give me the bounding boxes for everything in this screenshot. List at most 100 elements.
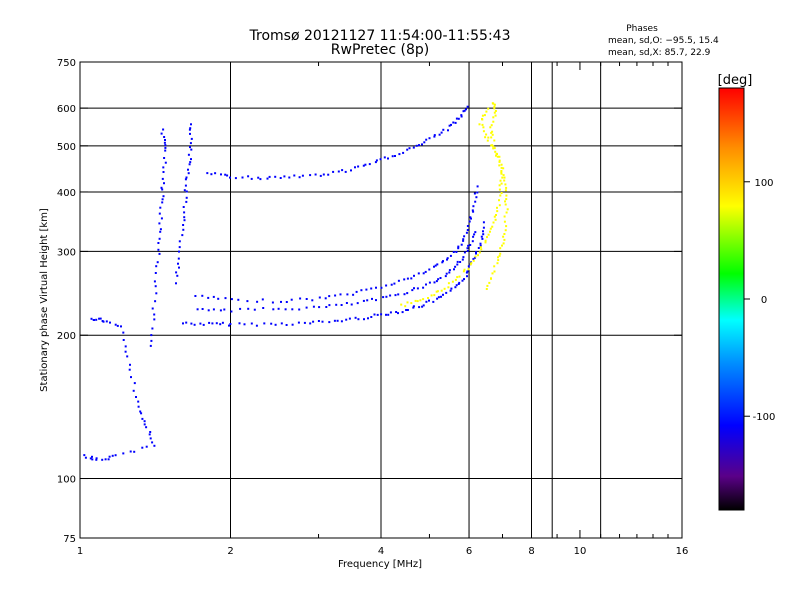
data-point [448, 269, 451, 272]
data-point [143, 420, 146, 423]
data-point [403, 293, 406, 296]
data-point [325, 306, 328, 308]
data-point [95, 318, 98, 321]
data-point [380, 286, 383, 289]
data-point [220, 173, 222, 176]
data-point [318, 296, 321, 299]
data-point [193, 323, 196, 326]
data-point [350, 303, 353, 306]
data-point [493, 265, 496, 268]
data-point [483, 114, 486, 117]
data-point [126, 355, 129, 358]
data-point [495, 214, 497, 216]
data-point [366, 299, 369, 302]
data-point [178, 246, 181, 249]
data-point [301, 174, 304, 177]
data-point [472, 258, 475, 261]
y-tick-label: 600 [57, 104, 76, 115]
data-point [501, 244, 503, 247]
data-point [475, 196, 478, 199]
data-point [102, 320, 105, 323]
data-point [412, 305, 415, 308]
data-point [467, 244, 470, 247]
data-point [454, 278, 457, 281]
data-point [446, 257, 449, 260]
data-point [460, 243, 463, 246]
data-point [493, 111, 496, 114]
data-point [108, 455, 111, 458]
data-point [324, 297, 327, 300]
data-point [182, 322, 184, 325]
data-point [212, 295, 215, 298]
data-point [288, 176, 291, 179]
data-point [385, 284, 388, 287]
data-point [495, 154, 497, 157]
data-point [255, 324, 258, 327]
y-axis-label: Stationary phase Virtual Height [km] [39, 208, 50, 392]
data-point [266, 177, 269, 180]
data-point [159, 228, 162, 231]
data-point [190, 148, 193, 151]
data-point [395, 311, 398, 313]
data-point [114, 454, 117, 457]
data-point [161, 177, 164, 180]
data-point [489, 126, 492, 129]
x-tick-label: 1 [77, 546, 83, 557]
data-point [160, 132, 163, 135]
data-point [161, 198, 164, 201]
data-point [484, 239, 487, 242]
data-point [440, 289, 443, 292]
data-point [92, 319, 95, 321]
data-point [155, 292, 158, 295]
data-point [414, 299, 417, 302]
data-point [375, 299, 377, 302]
data-point [208, 321, 211, 324]
data-point [303, 321, 306, 324]
data-point [162, 128, 165, 131]
data-point [309, 174, 312, 177]
data-point [305, 298, 308, 300]
data-point [496, 262, 499, 265]
data-point [104, 458, 107, 461]
data-point [446, 258, 448, 261]
data-point [177, 257, 180, 260]
data-point [116, 324, 119, 327]
data-point [435, 290, 438, 293]
data-point [505, 225, 508, 228]
data-point [344, 170, 347, 173]
data-point [156, 261, 159, 264]
data-point [319, 174, 322, 177]
data-point [188, 163, 191, 166]
x-tick-label: 2 [227, 546, 233, 557]
data-point [400, 303, 403, 306]
data-point [154, 272, 157, 274]
data-point [129, 363, 131, 366]
data-point [151, 327, 154, 330]
data-point [418, 306, 421, 309]
data-point [234, 177, 237, 180]
data-point [442, 293, 444, 296]
data-point [491, 272, 494, 275]
data-point [98, 317, 101, 320]
data-point [489, 227, 492, 230]
data-point [448, 271, 451, 274]
data-point [283, 175, 286, 178]
data-point [188, 128, 191, 131]
data-point [463, 278, 465, 281]
data-point [158, 222, 161, 225]
data-point [456, 260, 459, 263]
data-point [467, 265, 470, 268]
y-axis-ticks: 75 100 200 300 400 500 600 750 [57, 58, 682, 545]
data-point [370, 287, 373, 290]
data-point [494, 114, 497, 117]
data-point [362, 164, 365, 167]
data-point [493, 270, 496, 273]
data-point [183, 216, 186, 219]
data-point [466, 275, 468, 278]
data-point [422, 298, 425, 301]
data-point [402, 151, 405, 154]
data-point [491, 144, 494, 147]
data-point [206, 172, 209, 175]
data-point [153, 313, 156, 316]
data-point [159, 230, 162, 233]
